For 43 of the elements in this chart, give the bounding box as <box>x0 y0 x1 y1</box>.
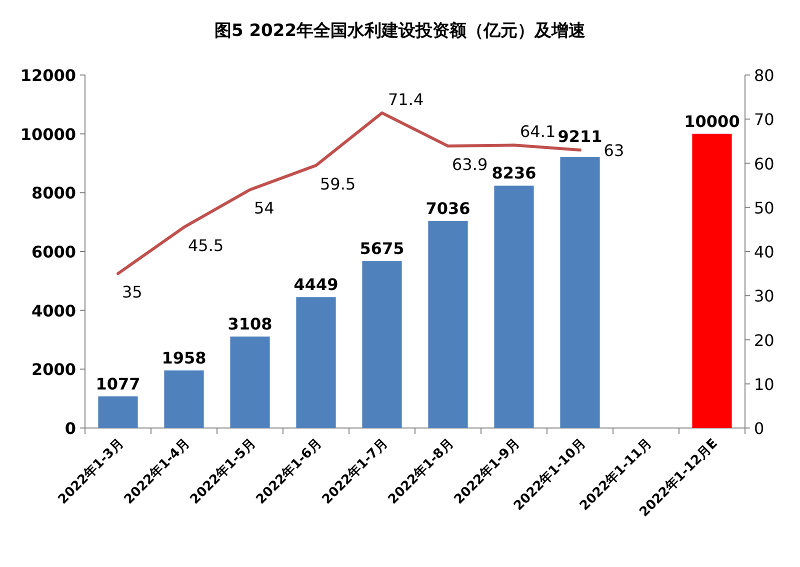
y-tick-label: 6000 <box>31 242 76 262</box>
bar <box>494 186 534 428</box>
y2-tick-label: 70 <box>754 110 774 130</box>
bar <box>560 157 600 428</box>
data-label: 10000 <box>684 112 740 131</box>
y-tick-label: 2000 <box>31 360 76 380</box>
data-label: 71.4 <box>388 90 424 109</box>
data-label: 63.9 <box>452 155 488 174</box>
y2-tick-label: 30 <box>754 286 774 306</box>
bar <box>98 396 138 428</box>
chart-title: 图5 2022年全国水利建设投资额（亿元）及增速 <box>214 21 586 41</box>
data-label: 5675 <box>360 239 404 258</box>
data-label: 45.5 <box>188 236 224 256</box>
data-label: 4449 <box>294 275 338 294</box>
y-tick-label: 12000 <box>20 66 76 85</box>
y2-tick-label: 80 <box>754 66 774 85</box>
y2-tick-label: 0 <box>754 419 764 438</box>
bar <box>362 261 402 428</box>
data-label: 7036 <box>426 199 470 218</box>
data-label: 59.5 <box>320 174 356 194</box>
y2-tick-label: 10 <box>754 374 774 394</box>
y2-tick-label: 20 <box>754 330 774 350</box>
data-label: 64.1 <box>520 122 556 142</box>
bar <box>296 297 336 428</box>
bar <box>428 221 468 428</box>
data-label: 8236 <box>492 164 536 183</box>
y-tick-label: 8000 <box>31 184 76 203</box>
bar <box>692 134 732 428</box>
bar <box>230 336 270 428</box>
data-label: 1958 <box>162 348 206 368</box>
data-label: 1077 <box>96 374 140 394</box>
y-tick-label: 0 <box>64 419 76 438</box>
data-label: 3108 <box>228 314 272 334</box>
y2-tick-label: 40 <box>754 242 774 262</box>
y2-tick-label: 50 <box>754 198 774 218</box>
y2-tick-label: 60 <box>754 154 774 174</box>
data-label: 9211 <box>558 127 602 146</box>
y-tick-label: 10000 <box>20 124 76 144</box>
data-label: 63 <box>604 141 624 160</box>
bar <box>164 370 204 428</box>
data-label: 35 <box>122 282 142 302</box>
data-label: 54 <box>254 198 274 218</box>
y-tick-label: 4000 <box>31 301 76 320</box>
